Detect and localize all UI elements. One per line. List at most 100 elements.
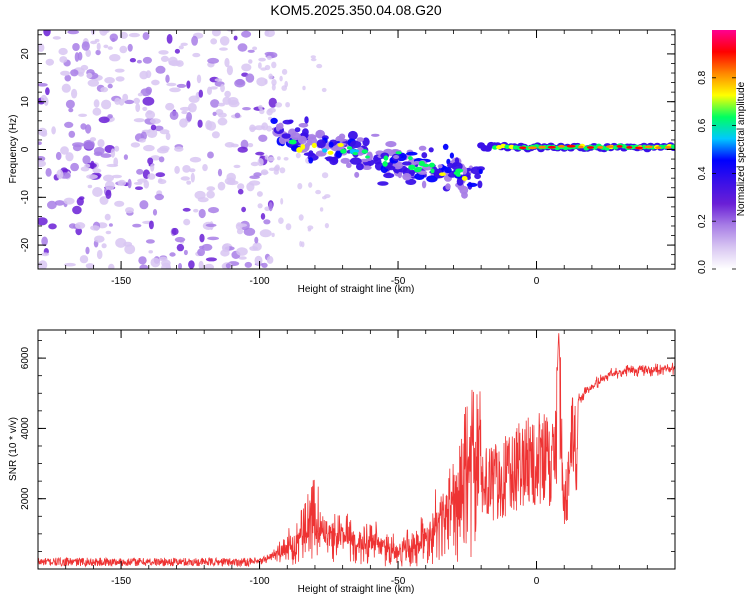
heatmap-cell <box>566 144 576 148</box>
heatmap-cell <box>210 38 218 45</box>
heatmap-cell <box>244 261 252 268</box>
x-tick-label: -100 <box>250 576 270 587</box>
heatmap-cell <box>274 164 280 172</box>
heatmap-cell <box>311 142 317 149</box>
heatmap-cell <box>41 236 48 247</box>
heatmap-cell <box>310 58 317 62</box>
heatmap-cell <box>145 239 155 244</box>
heatmap-cell <box>670 144 675 149</box>
heatmap-cell <box>337 138 347 142</box>
heatmap-cell <box>280 198 284 205</box>
heatmap-cell <box>166 82 177 87</box>
heatmap-cell <box>418 145 427 151</box>
heatmap-cell <box>459 185 469 195</box>
heatmap-cell <box>133 181 143 185</box>
heatmap-cell <box>89 137 97 142</box>
heatmap-cell <box>241 206 247 213</box>
heatmap-cell <box>268 97 277 108</box>
heatmap-cell <box>64 262 76 267</box>
heatmap-cell <box>56 169 64 180</box>
heatmap-cell <box>63 197 75 205</box>
heatmap-cell <box>109 33 119 42</box>
heatmap-cell <box>186 80 191 89</box>
heatmap-cell <box>271 61 277 69</box>
heatmap-cell <box>377 181 389 186</box>
heatmap-cell <box>123 241 133 247</box>
heatmap-cell <box>47 200 57 210</box>
heatmap-cell <box>103 44 109 49</box>
heatmap-cell <box>79 255 89 264</box>
heatmap-cell <box>397 172 402 179</box>
heatmap-cell <box>124 99 135 105</box>
heatmap-cell <box>279 75 283 82</box>
heatmap-cell <box>271 232 275 238</box>
heatmap-cell <box>52 36 61 40</box>
heatmap-cell <box>264 30 270 37</box>
heatmap-cell <box>268 167 276 171</box>
heatmap-cell <box>260 67 267 71</box>
heatmap-cell <box>38 160 46 168</box>
heatmap-cell <box>114 200 125 207</box>
heatmap-cell <box>418 160 425 166</box>
heatmap-cell <box>124 244 136 255</box>
heatmap-cell <box>147 173 156 180</box>
heatmap-cell <box>108 263 115 269</box>
snr-series-line <box>38 333 675 568</box>
heatmap-cell <box>356 146 365 156</box>
heatmap-cell <box>219 36 230 46</box>
heatmap-cell <box>362 165 372 170</box>
heatmap-cell <box>64 74 72 82</box>
heatmap-cell <box>356 137 364 143</box>
heatmap-cell <box>169 252 176 257</box>
heatmap-cell <box>237 188 244 195</box>
heatmap-cell <box>408 156 413 161</box>
heatmap-cell <box>174 48 180 54</box>
heatmap-cell <box>365 155 370 159</box>
heatmap-cell <box>207 151 214 159</box>
heatmap-cell <box>93 151 103 157</box>
heatmap-cell <box>316 63 323 69</box>
heatmap-cell <box>154 125 164 132</box>
heatmap-cell <box>105 189 112 199</box>
heatmap-cell <box>147 157 154 165</box>
heatmap-cell <box>356 163 364 171</box>
heatmap-cell <box>308 157 314 164</box>
heatmap-cell <box>283 157 289 161</box>
heatmap-cell <box>151 79 160 86</box>
heatmap-cell <box>143 144 155 152</box>
heatmap-cell <box>142 96 155 106</box>
heatmap-cell <box>205 223 217 227</box>
heatmap-cell <box>130 142 141 148</box>
heatmap-cell <box>260 169 269 176</box>
heatmap-cell <box>247 143 254 148</box>
heatmap-cell <box>152 209 158 216</box>
heatmap-cell <box>158 156 165 163</box>
x-tick-label: 0 <box>534 576 540 587</box>
x-tick-label: -100 <box>250 276 270 287</box>
heatmap-cell <box>241 30 252 38</box>
heatmap-cell <box>408 164 416 170</box>
heatmap-cell <box>557 145 566 148</box>
heatmap-cell <box>85 263 95 269</box>
heatmap-cell <box>38 217 48 226</box>
heatmap-cell <box>125 207 134 214</box>
heatmap-cell <box>635 146 643 150</box>
heatmap-cell <box>258 134 268 142</box>
heatmap-cell <box>267 156 275 162</box>
heatmap-cell <box>90 40 98 45</box>
heatmap-cell <box>78 196 85 201</box>
heatmap-cell <box>183 249 188 256</box>
heatmap-cell <box>234 112 241 119</box>
heatmap-cell <box>135 103 141 113</box>
heatmap-cell <box>48 223 57 230</box>
heatmap-cell <box>103 174 114 182</box>
heatmap-cell <box>155 172 166 178</box>
heatmap-cell <box>165 132 171 141</box>
heatmap-cell <box>135 186 143 190</box>
heatmap-cell <box>198 89 203 98</box>
y-tick-label: -20 <box>20 237 31 252</box>
heatmap-cell <box>294 127 301 133</box>
heatmap-cell <box>197 248 206 257</box>
heatmap-cell <box>254 236 259 244</box>
